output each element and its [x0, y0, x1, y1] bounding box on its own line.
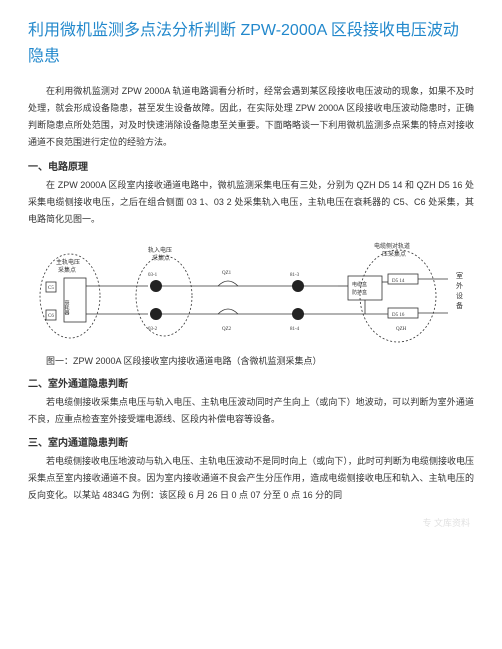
section-3-head: 三、室内通道隐患判断 [28, 434, 474, 449]
inner-label: 衰耗器 [64, 299, 70, 316]
cable-box: 电缆盒 [352, 281, 367, 288]
rxa-sub: 采集点 [152, 254, 170, 262]
right-sub: 压采集点 [382, 250, 406, 258]
circuit-svg: 主轨电压 采集点 C5 C6 衰耗器 轨入电压 采集点 03-1 03-2 [28, 234, 474, 349]
p032: 03-2 [148, 327, 158, 332]
figure-caption: 图一：ZPW 2000A 区段接收室内接收通道电路（含微机监测采集点） [28, 353, 474, 369]
left-box-label-2: 采集点 [58, 266, 76, 274]
right-title: 电缆侧对轨道 [374, 242, 410, 250]
side-r2: 外 [456, 281, 463, 290]
qz2: QZ2 [222, 327, 232, 332]
side-r3: 设 [456, 291, 463, 300]
left-box-label-1: 主轨电压 [56, 258, 80, 266]
page-title: 利用微机监测多点法分析判断 ZPW-2000A 区段接收电压波动隐患 [28, 18, 474, 69]
d516: D5 16 [392, 313, 405, 318]
section-3-para-1: 若电缆侧接收电压地波动与轨入电压、主轨电压波动不是同时向上（或向下），此时可判断… [28, 453, 474, 504]
section-1-para: 在 ZPW 2000A 区段室内接收通道电路中，微机监测采集电压有三处，分别为 … [28, 177, 474, 228]
n814: 81-4 [290, 327, 300, 332]
side-r4: 备 [456, 301, 463, 310]
section-1-head: 一、电路原理 [28, 158, 474, 173]
circuit-diagram: 主轨电压 采集点 C5 C6 衰耗器 轨入电压 采集点 03-1 03-2 [28, 234, 474, 349]
qz1: QZ1 [222, 271, 232, 276]
intro-paragraph: 在利用微机监测对 ZPW 2000A 轨道电路调看分析时，经常会遇到某区段接收电… [28, 83, 474, 151]
c5-label: C5 [48, 286, 54, 291]
d514: D5 14 [392, 279, 405, 284]
n813: 81-3 [290, 273, 300, 278]
cable-sub: 防护盒 [352, 289, 367, 296]
section-2-head: 二、室外通道隐患判断 [28, 375, 474, 390]
qzh: QZH [396, 327, 407, 332]
rxa-title: 轨入电压 [148, 246, 172, 254]
p031: 03-1 [148, 273, 158, 278]
watermark: 专 文库资料 [422, 516, 470, 529]
side-r1: 室 [456, 271, 463, 280]
section-2-para: 若电缆侧接收采集点电压与轨入电压、主轨电压波动同时产生向上（或向下）地波动，可以… [28, 394, 474, 428]
c6-label: C6 [48, 314, 54, 319]
